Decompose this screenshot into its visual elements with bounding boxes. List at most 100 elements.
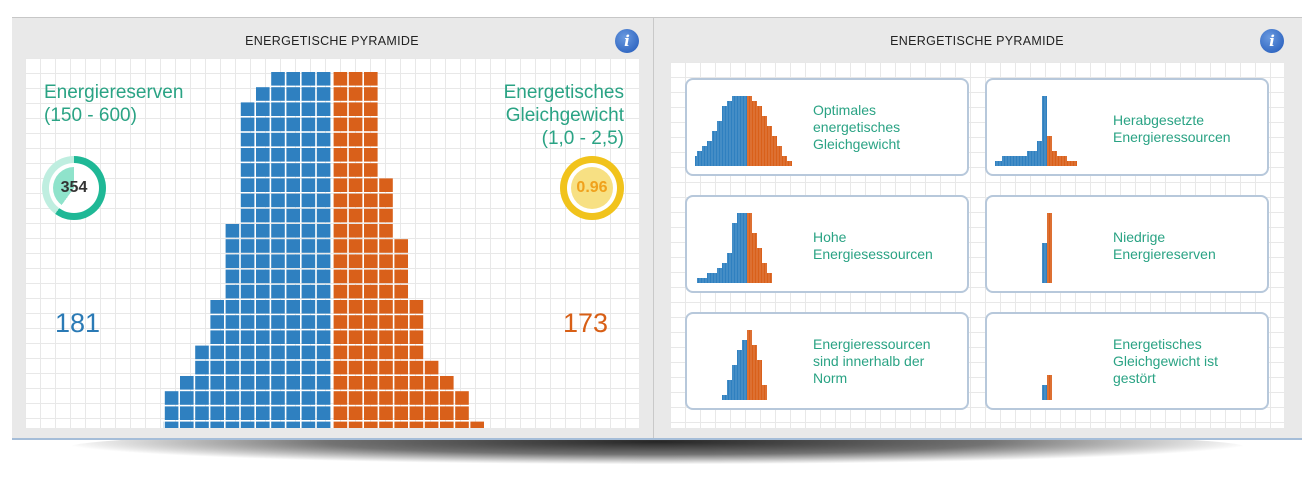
pyramid-left-block (225, 254, 240, 268)
thumb-right-bar (1047, 146, 1052, 151)
pyramid-left-block (316, 193, 331, 208)
thumb-left-bar (1042, 136, 1047, 141)
thumb-left-bar (1042, 248, 1047, 253)
pattern-card-optimal[interactable]: Optimales energetisches Gleichgewicht (685, 78, 969, 176)
pattern-card-low-reserves[interactable]: Niedrige Energiereserven (985, 195, 1269, 293)
left-panel-canvas (25, 58, 639, 428)
thumb-right-bar (747, 161, 792, 166)
pyramid-left-block (240, 360, 255, 375)
pyramid-right-block (348, 148, 363, 162)
thumb-left-bar (1042, 263, 1047, 268)
pyramid-right-block (394, 254, 408, 268)
thumb-left-bar (722, 116, 747, 121)
pyramid-left-block (195, 421, 209, 428)
pyramid-left-block (225, 391, 240, 405)
pyramid-left-block (301, 284, 316, 299)
pyramid-left-block (240, 376, 255, 390)
pyramid-right-block (409, 421, 424, 428)
pyramid-left-block (256, 315, 270, 329)
pyramid-right-block (364, 421, 378, 428)
pyramid-left-block (240, 391, 255, 405)
pyramid-left-block (256, 421, 270, 428)
thumb-right-bar (747, 233, 757, 238)
pattern-card-reduced-resources[interactable]: Herabgesetzte Energieressourcen (985, 78, 1269, 176)
pyramid-right-block (348, 163, 363, 177)
pyramid-left-block (301, 72, 316, 86)
pyramid-left-block (316, 87, 331, 101)
pyramid-left-block (286, 315, 300, 329)
pyramid-left-block (316, 300, 331, 314)
thumb-left-bar (717, 268, 747, 273)
pyramid-right-block (364, 315, 378, 329)
card-label: Herabgesetzte Energieressourcen (1113, 112, 1231, 145)
pyramid-right-block (364, 300, 378, 314)
pyramid-right-block (379, 208, 393, 223)
pyramid-right-block (379, 421, 393, 428)
pyramid-left-block (240, 148, 255, 162)
pyramid-right-block (364, 224, 378, 238)
pyramid-right-block (348, 391, 363, 405)
thumb-left-bar (1037, 146, 1047, 151)
balance-label-range: (1,0 - 2,5) (541, 128, 624, 149)
pyramid-right-block (348, 376, 363, 390)
pyramid-right-block (394, 269, 408, 284)
pyramid-left-block (180, 391, 194, 405)
thumb-left-bar (722, 263, 747, 268)
pyramid-left-block (286, 406, 300, 420)
card-pyramid-thumbnail (996, 330, 1106, 400)
energetic-pyramid-widget: ENERGETISCHE PYRAMIDE i Energiereserven … (12, 17, 1302, 440)
pyramid-left-block (301, 178, 316, 192)
thumb-left-bar (742, 345, 747, 350)
pyramid-left-block (256, 178, 270, 192)
pyramid-left-block (301, 360, 316, 375)
pattern-card-normal-resources[interactable]: Energieressourcen sind innerhalb der Nor… (685, 312, 969, 410)
thumb-right-bar (747, 395, 767, 400)
reserves-gauge: 354 (42, 156, 106, 220)
thumb-right-bar (1047, 228, 1052, 233)
pyramid-right-block (409, 360, 424, 375)
thumb-left-bar (727, 101, 747, 106)
pyramid-right-block (379, 345, 393, 360)
pyramid-left-block (210, 406, 224, 420)
pyramid-left-block (240, 330, 255, 344)
pyramid-left-block (301, 208, 316, 223)
pyramid-left-block (180, 376, 194, 390)
pyramid-right-block (364, 178, 378, 192)
thumb-left-bar (1042, 101, 1047, 106)
thumb-left-bar (732, 228, 747, 233)
pyramid-left-block (301, 193, 316, 208)
info-icon[interactable]: i (1260, 29, 1284, 53)
info-icon[interactable]: i (615, 29, 639, 53)
pyramid-left-block (225, 330, 240, 344)
pyramid-left-block (271, 254, 285, 268)
pyramid-left-block (180, 421, 194, 428)
pyramid-left-block (316, 239, 331, 253)
thumb-right-bar (1047, 248, 1052, 253)
pyramid-left-block (301, 239, 316, 253)
thumb-left-bar (707, 273, 747, 278)
pyramid-left-block (256, 284, 270, 299)
pyramid-left-block (316, 72, 331, 86)
thumb-right-bar (747, 146, 782, 151)
pyramid-left-block (210, 315, 224, 329)
pyramid-left-block (240, 208, 255, 223)
pattern-card-high-resources[interactable]: Hohe Energiesessourcen (685, 195, 969, 293)
pyramid-right-block (348, 406, 363, 420)
thumb-left-bar (732, 243, 747, 248)
pyramid-right-block (333, 87, 348, 101)
pyramid-left-block (240, 102, 255, 116)
pyramid-right-block (470, 421, 484, 428)
pyramid-left-block (240, 315, 255, 329)
thumb-left-bar (1037, 141, 1047, 146)
pyramid-left-block (225, 284, 240, 299)
pyramid-left-block (271, 284, 285, 299)
thumb-right-bar (1047, 223, 1052, 228)
pyramid-right-block (364, 345, 378, 360)
thumb-right-bar (1047, 161, 1077, 166)
pyramid-left-block (225, 224, 240, 238)
thumb-right-bar (747, 248, 762, 253)
pyramid-left-block (256, 300, 270, 314)
pattern-card-disturbed-balance[interactable]: Energetisches Gleichgewicht ist gestört (985, 312, 1269, 410)
thumb-right-bar (747, 156, 787, 161)
pyramid-left-block (301, 102, 316, 116)
